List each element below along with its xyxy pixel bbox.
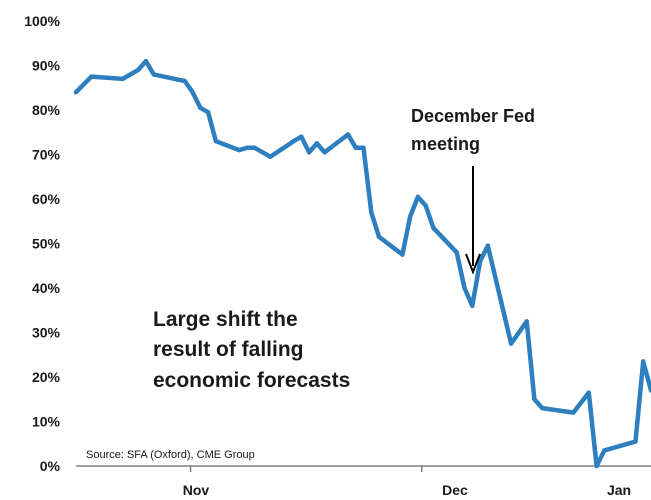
data-point (322, 150, 327, 155)
x-tick-label: Jan (607, 482, 631, 498)
source-note: Source: SFA (Oxford), CME Group (86, 449, 255, 461)
data-point (407, 214, 413, 219)
data-point (586, 390, 591, 395)
data-point (244, 145, 250, 150)
data-point (198, 105, 203, 111)
data-point (120, 76, 125, 82)
y-axis: 0% 10% 20% 30% 40% 50% 60% 70% 80% 90% 100% (24, 13, 60, 474)
y-tick-label: 10% (32, 414, 61, 430)
data-point (89, 74, 94, 79)
data-point (415, 194, 421, 199)
x-tick-label: Dec (442, 482, 468, 498)
data-point (470, 303, 475, 308)
data-point (431, 225, 436, 231)
data-point (462, 285, 467, 291)
data-point (314, 141, 320, 146)
data-points (73, 58, 651, 469)
shift-annotation-line-3: economic forecasts (153, 369, 350, 392)
data-point (143, 58, 149, 64)
data-point (540, 405, 545, 411)
data-point (594, 463, 599, 469)
shift-annotation-line-2: result of falling (153, 338, 304, 361)
y-tick-label: 100% (24, 13, 60, 29)
data-point (299, 134, 304, 139)
y-tick-label: 70% (32, 147, 61, 163)
data-point (376, 234, 382, 239)
data-point (345, 132, 351, 137)
data-point (213, 139, 219, 144)
y-tick-label: 50% (32, 236, 61, 252)
data-point (602, 448, 607, 453)
data-point (361, 145, 366, 150)
data-point (454, 250, 459, 255)
data-point (190, 90, 195, 95)
data-point (73, 90, 79, 95)
data-point (369, 210, 374, 215)
data-point (306, 150, 312, 155)
data-point (633, 439, 638, 444)
fed-annotation-line-1: December Fed (411, 106, 535, 126)
data-point (400, 252, 405, 257)
data-point (205, 110, 211, 115)
data-point (291, 139, 296, 144)
data-point (571, 410, 576, 415)
y-tick-label: 40% (32, 280, 61, 296)
data-point (648, 388, 651, 393)
data-point (485, 243, 490, 248)
y-tick-label: 20% (32, 369, 61, 385)
y-tick-label: 60% (32, 191, 61, 207)
series-line (73, 58, 651, 469)
data-point (151, 72, 156, 77)
data-point (237, 147, 242, 153)
data-point (182, 78, 187, 84)
data-point (268, 154, 273, 159)
data-point (508, 341, 514, 346)
x-tick-label: Nov (183, 482, 210, 498)
shift-annotation-line-1: Large shift the (153, 308, 298, 331)
y-tick-label: 30% (32, 325, 61, 341)
data-point (136, 67, 141, 73)
fed-annotation-arrow (465, 166, 481, 275)
data-point (641, 359, 646, 364)
data-point (353, 145, 358, 150)
fed-annotation-line-2: meeting (411, 134, 480, 154)
data-point (532, 397, 537, 402)
y-tick-label: 80% (32, 102, 61, 118)
data-point (477, 259, 483, 264)
y-tick-label: 90% (32, 58, 61, 74)
x-axis: Nov Dec Jan (183, 466, 631, 498)
data-point (252, 145, 257, 150)
y-tick-label: 0% (40, 458, 61, 474)
data-point (423, 203, 428, 208)
data-point (524, 319, 529, 324)
